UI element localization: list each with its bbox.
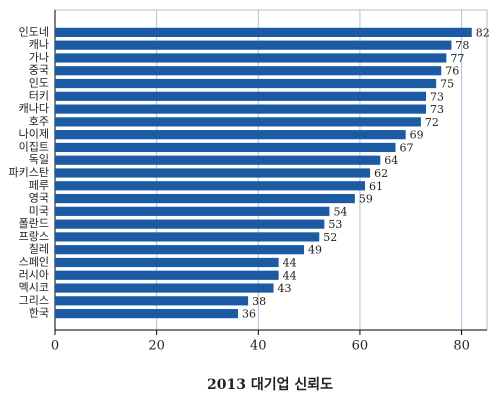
value-label: 53 <box>328 218 342 231</box>
y-tick-label: 폴란드 <box>19 217 49 230</box>
bar <box>55 142 396 153</box>
bar <box>55 245 305 255</box>
y-tick-label: 그리스 <box>19 294 49 307</box>
bar <box>55 66 442 76</box>
bar <box>55 53 447 63</box>
y-tick-label: 칠레 <box>29 243 49 256</box>
bar <box>55 206 330 216</box>
value-label: 54 <box>333 205 347 218</box>
y-tick-label: 러시아 <box>19 268 49 281</box>
value-label: 78 <box>455 39 469 52</box>
y-tick-label: 캐나다 <box>19 102 49 115</box>
y-tick-label: 이집트 <box>19 140 49 153</box>
y-tick-label: 미국 <box>29 204 49 217</box>
bar <box>55 104 427 114</box>
value-label: 82 <box>476 26 490 39</box>
value-label: 64 <box>384 154 398 167</box>
value-label: 73 <box>430 90 444 103</box>
y-tick-label: 스페인 <box>19 255 49 268</box>
value-label: 67 <box>400 141 414 154</box>
x-tick-label: 80 <box>453 339 470 354</box>
value-label: 44 <box>283 256 297 269</box>
value-label: 52 <box>323 231 337 244</box>
y-tick-label: 인도네 <box>19 25 49 38</box>
y-tick-label: 파키스탄 <box>9 166 49 179</box>
bar <box>55 219 325 229</box>
value-label: 75 <box>440 78 454 91</box>
bar <box>55 309 238 319</box>
y-tick-label: 인도 <box>29 77 49 90</box>
value-label: 76 <box>445 65 459 78</box>
value-label: 43 <box>278 282 292 295</box>
value-label: 44 <box>283 269 297 282</box>
x-tick-label: 60 <box>352 339 369 354</box>
value-label: 72 <box>425 116 439 129</box>
y-tick-label: 멕시코 <box>19 281 49 294</box>
value-label: 36 <box>242 308 256 321</box>
bar <box>55 155 381 165</box>
chart-title: 2013 대기업 신뢰도 <box>207 377 333 393</box>
y-tick-label: 가나 <box>29 51 49 64</box>
x-tick-label: 20 <box>148 339 165 354</box>
y-tick-label: 호주 <box>29 115 49 128</box>
value-label: 61 <box>369 180 383 193</box>
bar <box>55 257 279 268</box>
y-tick-label: 나이제 <box>19 128 49 141</box>
bar <box>55 181 366 191</box>
y-tick-label: 한국 <box>29 307 49 320</box>
y-tick-label: 중국 <box>29 64 49 77</box>
bar <box>55 232 320 242</box>
bar <box>55 117 421 127</box>
y-tick-label: 터키 <box>29 89 49 102</box>
y-tick-label: 영국 <box>29 192 49 205</box>
bar <box>55 91 427 101</box>
y-tick-label: 캐나 <box>29 38 49 51</box>
value-label: 73 <box>430 103 444 116</box>
value-label: 77 <box>450 52 464 65</box>
x-tick-label: 40 <box>250 339 267 354</box>
y-tick-label: 프랑스 <box>19 230 49 243</box>
bar <box>55 270 279 280</box>
bar <box>55 40 452 50</box>
bar <box>55 168 371 178</box>
y-tick-label: 페루 <box>29 179 49 192</box>
bar <box>55 296 249 306</box>
bar <box>55 78 437 89</box>
value-label: 38 <box>252 295 266 308</box>
value-label: 49 <box>308 244 322 257</box>
x-tick-label: 0 <box>51 339 59 354</box>
bar <box>55 193 355 204</box>
value-label: 62 <box>374 167 388 180</box>
bar <box>55 283 274 293</box>
y-tick-label: 독일 <box>29 152 49 166</box>
value-label: 69 <box>410 129 424 142</box>
bar <box>55 130 406 140</box>
bar <box>55 27 472 37</box>
value-label: 59 <box>359 193 373 206</box>
